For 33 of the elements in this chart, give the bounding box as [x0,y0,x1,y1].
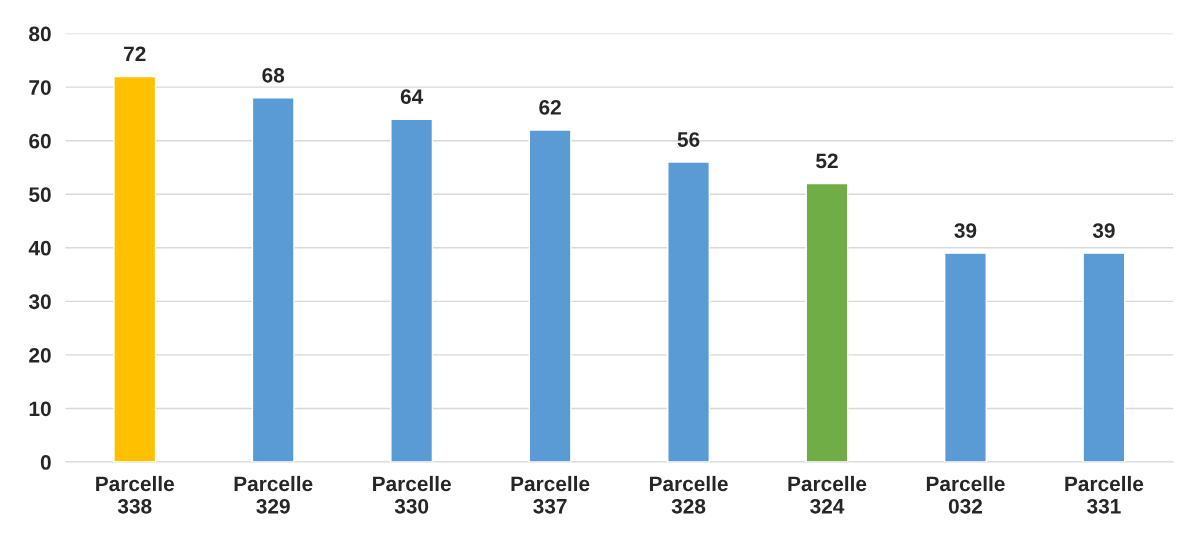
bar [943,252,987,462]
y-tick-label: 80 [29,26,51,42]
data-label: 62 [539,100,561,115]
data-label: 72 [124,46,146,62]
x-tick-label: Parcelle 032 [926,475,1005,514]
bar [113,75,157,462]
y-tick-label: 60 [29,133,51,149]
x-tick-label: Parcelle 328 [649,475,728,514]
bar [390,118,434,462]
x-tick-label: Parcelle 329 [234,475,313,514]
y-tick-label: 30 [28,294,51,310]
x-tick-label: Parcelle 331 [1065,475,1144,514]
data-label: 39 [954,223,977,238]
data-label: 68 [262,67,285,83]
data-label: 56 [677,132,700,147]
data-label: 39 [1092,223,1115,238]
y-tick-label: 40 [28,240,51,256]
x-tick-label: Parcelle 338 [96,475,174,514]
bar [1082,252,1126,462]
bar [528,129,572,462]
y-tick-label: 70 [29,80,51,95]
x-tick-label: Parcelle 330 [373,475,451,514]
x-tick-label: Parcelle 337 [511,475,590,514]
y-tick-label: 10 [29,401,51,417]
bar [805,182,849,462]
bar [667,161,711,462]
data-label: 52 [816,153,838,169]
data-label: 64 [400,89,424,105]
y-tick-label: 0 [40,455,51,470]
bar [251,97,295,462]
x-tick-label: Parcelle 324 [788,475,867,514]
y-tick-label: 20 [29,347,51,363]
y-tick-label: 50 [29,187,51,202]
